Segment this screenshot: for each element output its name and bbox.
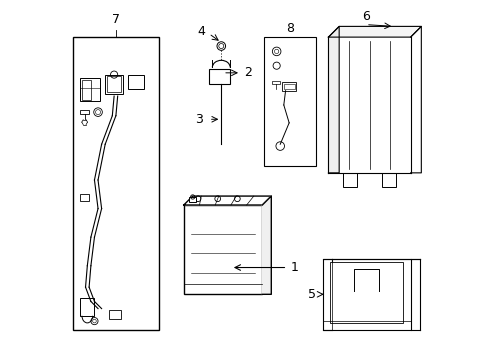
Bar — [208, 69, 230, 84]
Bar — [80, 194, 89, 202]
Text: 3: 3 — [195, 113, 203, 126]
Bar — [80, 78, 100, 102]
Polygon shape — [328, 26, 421, 37]
Bar — [323, 258, 410, 330]
Bar — [108, 310, 121, 319]
Polygon shape — [328, 26, 339, 173]
Bar — [342, 173, 356, 187]
Bar — [73, 37, 159, 330]
Bar — [282, 82, 296, 91]
Text: 6: 6 — [361, 10, 369, 23]
Bar — [105, 75, 123, 94]
Bar — [264, 37, 315, 166]
Bar — [329, 262, 403, 323]
Text: 7: 7 — [112, 13, 120, 26]
Bar — [381, 173, 395, 187]
Text: 8: 8 — [285, 22, 294, 35]
Bar — [80, 298, 94, 316]
Bar — [128, 75, 144, 89]
Text: 5: 5 — [307, 288, 315, 301]
Polygon shape — [183, 196, 271, 205]
Bar — [80, 111, 89, 114]
Bar — [272, 81, 279, 84]
Text: 2: 2 — [244, 66, 252, 79]
Bar — [183, 205, 262, 294]
Bar — [283, 84, 294, 89]
Text: 4: 4 — [197, 25, 205, 38]
Bar — [107, 76, 121, 93]
Polygon shape — [262, 196, 271, 294]
Bar — [82, 80, 91, 100]
Bar — [189, 197, 196, 202]
Text: 1: 1 — [290, 261, 298, 274]
